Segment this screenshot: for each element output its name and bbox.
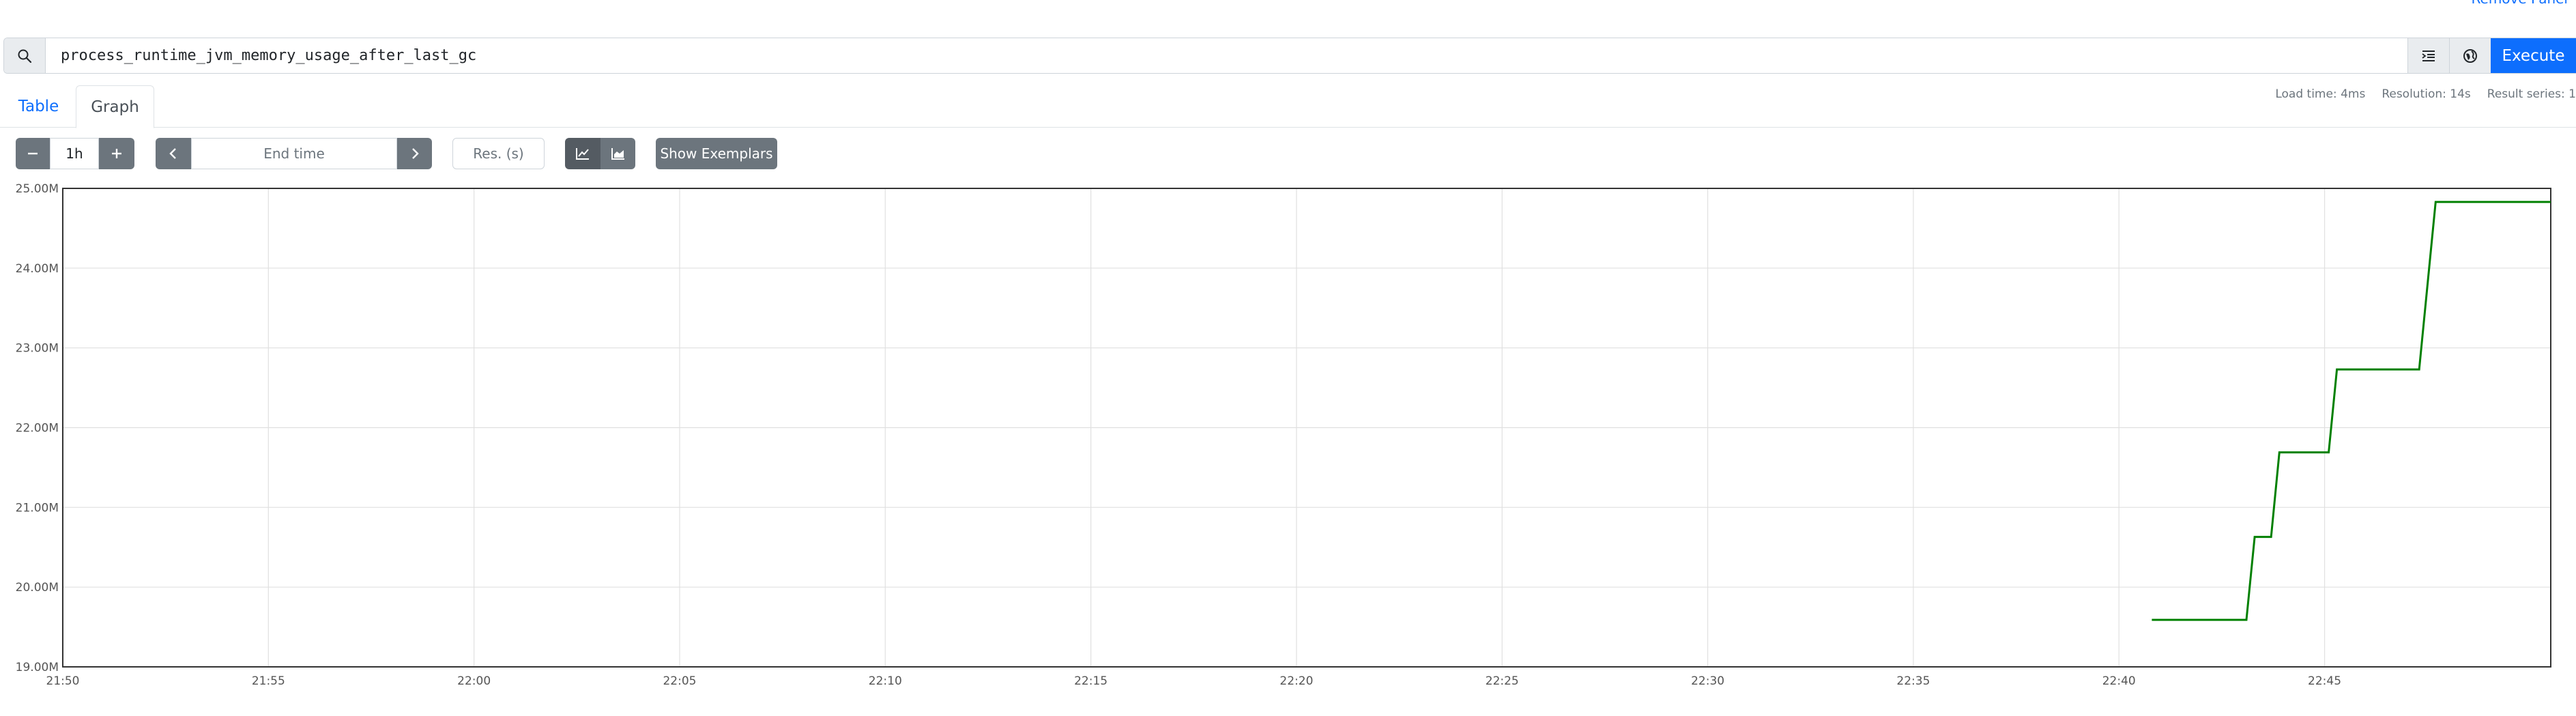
x-tick-label: 21:55 — [252, 674, 285, 688]
resolution-input[interactable]: Res. (s) — [452, 138, 545, 169]
format-icon[interactable] — [2407, 38, 2449, 73]
stacked-chart-button[interactable] — [600, 138, 635, 169]
prev-time-button[interactable] — [156, 138, 191, 169]
chevron-left-icon — [169, 148, 176, 159]
plot-frame — [62, 188, 2551, 668]
x-tick-label: 22:00 — [457, 674, 491, 688]
range-input[interactable]: 1h — [50, 138, 99, 169]
line-chart-icon — [576, 148, 589, 160]
decrease-range-button[interactable] — [16, 138, 50, 169]
x-tick-label: 22:20 — [1279, 674, 1313, 688]
expression-input[interactable]: process_runtime_jvm_memory_usage_after_l… — [61, 47, 477, 64]
show-exemplars-button[interactable]: Show Exemplars — [656, 138, 777, 169]
load-time: Load time: 4ms — [2275, 87, 2366, 101]
y-tick-label: 20.00M — [16, 581, 59, 595]
x-tick-label: 22:25 — [1486, 674, 1519, 688]
graph-canvas[interactable]: 19.00M 20.00M 21.00M 22.00M 23.00M 24.00M 25.0… — [0, 177, 2576, 713]
search-icon — [4, 38, 46, 73]
plus-icon — [112, 149, 121, 158]
series-line — [2152, 201, 2551, 621]
globe-icon[interactable] — [2449, 38, 2491, 73]
next-time-button[interactable] — [397, 138, 432, 169]
area-chart-icon — [611, 148, 624, 160]
x-tick-label: 22:45 — [2308, 674, 2341, 688]
query-stats: Load time: 4ms Resolution: 14s Result se… — [2275, 87, 2576, 101]
x-tick-label: 22:40 — [2102, 674, 2136, 688]
x-tick-label: 22:10 — [869, 674, 902, 688]
chevron-right-icon — [411, 148, 419, 159]
end-time-input[interactable]: End time — [191, 138, 397, 169]
x-tick-label: 22:35 — [1896, 674, 1930, 688]
execute-button[interactable]: Execute — [2491, 38, 2576, 73]
tab-graph[interactable]: Graph — [76, 85, 154, 128]
y-tick-label: 19.00M — [16, 661, 59, 674]
y-tick-label: 25.00M — [16, 182, 59, 196]
x-tick-label: 22:05 — [663, 674, 696, 688]
minus-icon — [28, 152, 38, 155]
y-tick-label: 21.00M — [16, 501, 59, 515]
x-tick-label: 21:50 — [46, 674, 80, 688]
result-series-stat: Result series: 1 — [2487, 87, 2576, 101]
remove-panel-link[interactable]: Remove Panel — [2472, 0, 2568, 7]
resolution-stat: Resolution: 14s — [2382, 87, 2471, 101]
expression-bar: process_runtime_jvm_memory_usage_after_l… — [3, 38, 2576, 74]
panel-tabs: Table Graph — [0, 85, 2576, 128]
y-tick-label: 23.00M — [16, 342, 59, 356]
x-tick-label: 22:15 — [1074, 674, 1108, 688]
end-time-placeholder: End time — [263, 145, 325, 162]
graph-area[interactable]: 19.00M 20.00M 21.00M 22.00M 23.00M 24.00M 25.0… — [0, 177, 2576, 713]
graph-controls: 1h End time Res. (s) Show Exemplars — [0, 138, 2576, 169]
increase-range-button[interactable] — [99, 138, 134, 169]
y-tick-label: 22.00M — [16, 422, 59, 435]
x-tick-label: 22:30 — [1691, 674, 1724, 688]
line-chart-button[interactable] — [565, 138, 600, 169]
y-tick-label: 24.00M — [16, 262, 59, 276]
tab-table[interactable]: Table — [18, 98, 59, 115]
resolution-placeholder: Res. (s) — [473, 145, 524, 162]
